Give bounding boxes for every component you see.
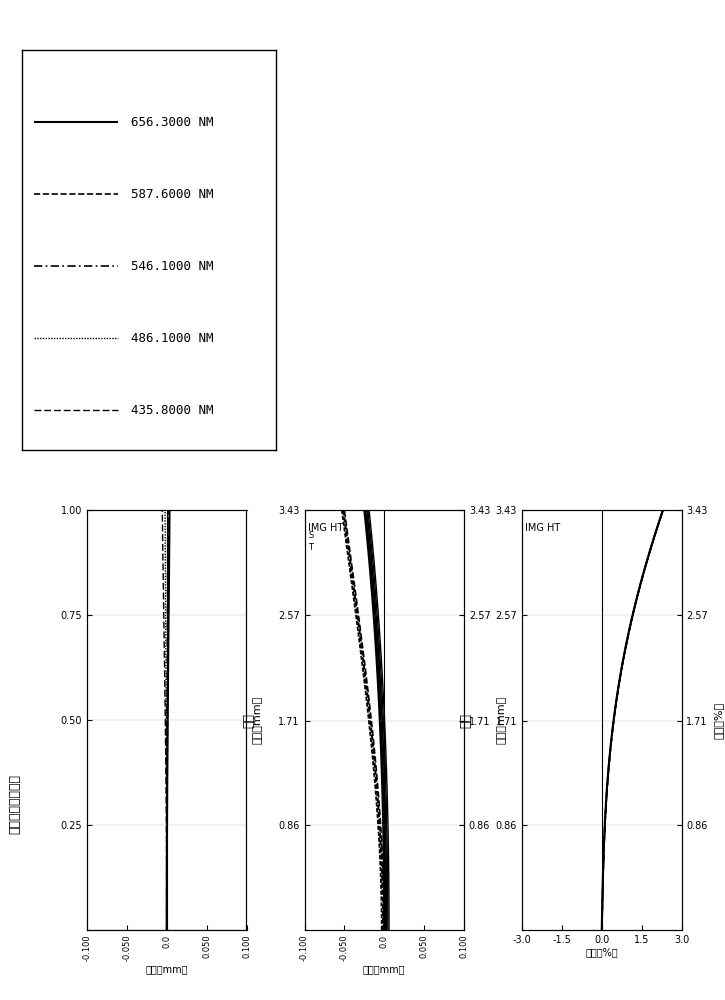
Title: 光学纵向球面像差: 光学纵向球面像差 xyxy=(9,774,22,834)
Text: IMG HT: IMG HT xyxy=(307,523,343,533)
Text: S: S xyxy=(309,531,314,540)
Text: T: T xyxy=(309,543,313,552)
X-axis label: 焦点（mm）: 焦点（mm） xyxy=(146,964,188,974)
X-axis label: 畲变（%）: 畲变（%） xyxy=(585,948,618,958)
Text: 546.1000 NM: 546.1000 NM xyxy=(130,259,213,272)
Text: 486.1000 NM: 486.1000 NM xyxy=(130,332,213,344)
Text: 587.6000 NM: 587.6000 NM xyxy=(130,188,213,200)
Text: 656.3000 NM: 656.3000 NM xyxy=(130,115,213,128)
Title: 像散: 像散 xyxy=(242,712,255,728)
Y-axis label: 焦点（mm）: 焦点（mm） xyxy=(252,696,262,744)
X-axis label: 焦点（mm）: 焦点（mm） xyxy=(363,964,405,974)
Text: IMG HT: IMG HT xyxy=(525,523,560,533)
Y-axis label: 畲变（%）: 畲变（%） xyxy=(713,701,724,739)
Title: 畲变: 畲变 xyxy=(460,712,473,728)
Y-axis label: 焦点（mm）: 焦点（mm） xyxy=(496,696,506,744)
Text: 435.8000 NM: 435.8000 NM xyxy=(130,403,213,416)
